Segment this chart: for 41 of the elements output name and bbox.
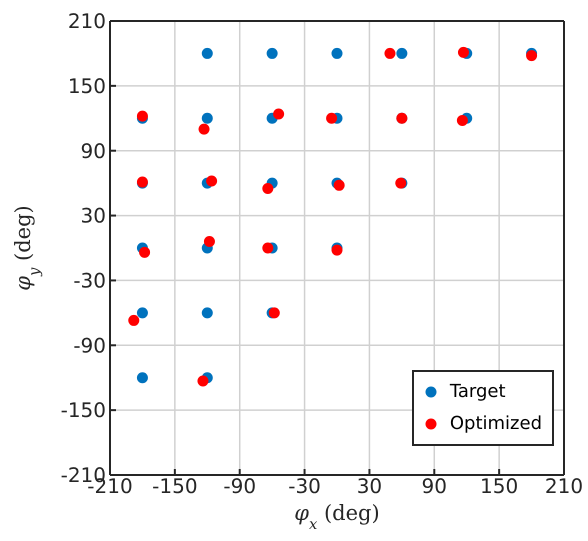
point	[206, 175, 218, 186]
x-axis-title: φ$_{x}$ (deg)	[294, 501, 380, 532]
point	[396, 48, 408, 59]
point	[262, 242, 274, 254]
x-tick-label: 210	[544, 474, 584, 498]
point	[202, 112, 213, 124]
point	[128, 314, 140, 326]
point	[458, 46, 469, 58]
x-tick-label: -30	[288, 474, 321, 498]
point	[198, 124, 210, 135]
point	[262, 183, 274, 194]
point	[202, 307, 213, 318]
y-tick-label: -150	[60, 398, 106, 422]
x-tick-label: 90	[422, 474, 448, 498]
y-tick-label: 210	[68, 9, 106, 34]
point	[273, 108, 284, 120]
point	[334, 180, 345, 191]
point	[136, 372, 148, 384]
x-tick-label: -150	[152, 474, 198, 498]
point	[332, 244, 342, 256]
point	[332, 48, 342, 59]
point	[266, 48, 278, 59]
point	[204, 236, 215, 248]
point	[456, 114, 468, 126]
point	[202, 48, 213, 59]
point	[326, 112, 338, 124]
point	[197, 375, 208, 386]
y-tick-label: -90	[73, 333, 106, 358]
x-tick-label: 30	[356, 474, 382, 498]
x-tick-label: -90	[223, 474, 256, 498]
y-tick-label: -30	[73, 268, 106, 293]
point	[139, 246, 150, 258]
point	[526, 50, 538, 62]
x-tick-label: 150	[480, 474, 518, 498]
y-tick-label: 90	[80, 138, 106, 163]
legend-label: Optimized	[450, 412, 542, 436]
legend-label: Target	[450, 380, 506, 404]
point	[384, 48, 396, 59]
point	[136, 307, 148, 318]
y-tick-label: 30	[80, 204, 106, 228]
y-tick-label: 150	[68, 74, 106, 98]
